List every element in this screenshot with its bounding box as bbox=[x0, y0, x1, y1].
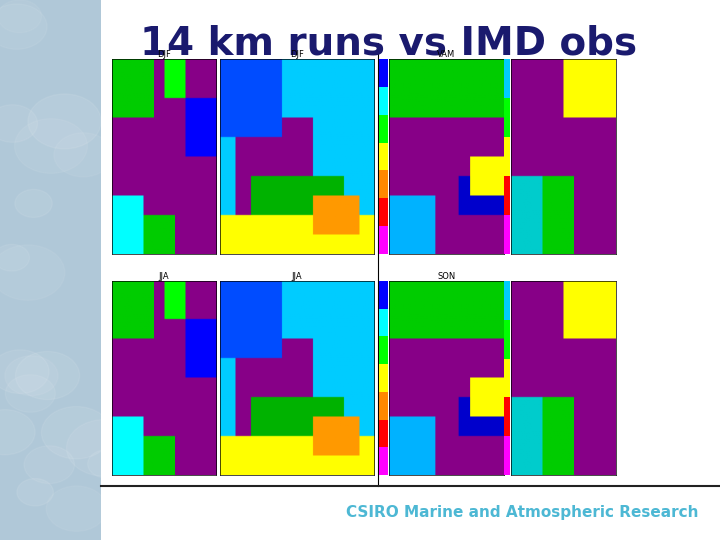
Circle shape bbox=[0, 410, 35, 455]
Circle shape bbox=[17, 478, 53, 506]
Circle shape bbox=[0, 245, 30, 271]
Circle shape bbox=[42, 407, 111, 459]
Circle shape bbox=[46, 486, 107, 531]
Circle shape bbox=[0, 245, 65, 300]
Circle shape bbox=[5, 356, 58, 396]
FancyBboxPatch shape bbox=[504, 215, 510, 254]
Circle shape bbox=[28, 94, 102, 149]
FancyBboxPatch shape bbox=[504, 59, 510, 98]
Circle shape bbox=[15, 352, 80, 400]
FancyBboxPatch shape bbox=[379, 143, 388, 171]
Circle shape bbox=[14, 119, 87, 173]
Circle shape bbox=[0, 105, 37, 142]
Title: JJA: JJA bbox=[292, 272, 302, 281]
FancyBboxPatch shape bbox=[504, 281, 510, 320]
Title: VAM: VAM bbox=[437, 50, 456, 59]
Title: DJF: DJF bbox=[157, 50, 171, 59]
Circle shape bbox=[0, 4, 47, 49]
FancyBboxPatch shape bbox=[379, 420, 388, 448]
Title: DJF: DJF bbox=[290, 50, 304, 59]
FancyBboxPatch shape bbox=[379, 171, 388, 198]
Text: 14 km runs vs IMD obs: 14 km runs vs IMD obs bbox=[140, 24, 637, 62]
Circle shape bbox=[15, 190, 53, 218]
FancyBboxPatch shape bbox=[504, 320, 510, 359]
FancyBboxPatch shape bbox=[379, 226, 388, 254]
FancyBboxPatch shape bbox=[379, 115, 388, 143]
Circle shape bbox=[0, 350, 49, 394]
FancyBboxPatch shape bbox=[379, 308, 388, 336]
Circle shape bbox=[54, 133, 112, 177]
FancyBboxPatch shape bbox=[0, 0, 122, 540]
Text: CSIRO Marine and Atmospheric Research: CSIRO Marine and Atmospheric Research bbox=[346, 505, 698, 521]
FancyBboxPatch shape bbox=[379, 198, 388, 226]
Circle shape bbox=[66, 420, 142, 476]
FancyBboxPatch shape bbox=[379, 392, 388, 420]
Circle shape bbox=[88, 450, 125, 478]
FancyBboxPatch shape bbox=[504, 98, 510, 137]
Title: JJA: JJA bbox=[158, 272, 169, 281]
FancyBboxPatch shape bbox=[504, 137, 510, 176]
Title: SON: SON bbox=[437, 272, 456, 281]
FancyBboxPatch shape bbox=[379, 364, 388, 392]
Circle shape bbox=[5, 375, 55, 412]
FancyBboxPatch shape bbox=[379, 87, 388, 115]
FancyBboxPatch shape bbox=[379, 59, 388, 87]
FancyBboxPatch shape bbox=[379, 281, 388, 308]
FancyBboxPatch shape bbox=[504, 359, 510, 397]
Circle shape bbox=[0, 0, 42, 32]
Circle shape bbox=[24, 446, 74, 483]
FancyBboxPatch shape bbox=[504, 176, 510, 215]
FancyBboxPatch shape bbox=[379, 336, 388, 364]
FancyBboxPatch shape bbox=[504, 397, 510, 436]
FancyBboxPatch shape bbox=[101, 0, 720, 540]
FancyBboxPatch shape bbox=[379, 448, 388, 475]
FancyBboxPatch shape bbox=[504, 436, 510, 475]
